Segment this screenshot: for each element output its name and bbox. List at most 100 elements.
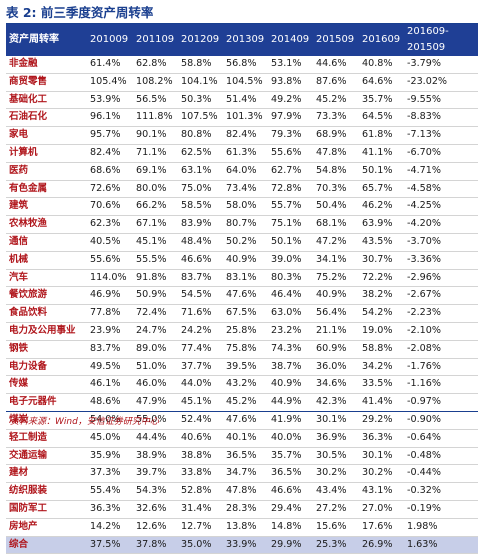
table-cell: 55.5% [136,251,181,270]
table-cell: 38.8% [181,447,226,466]
table-cell: 87.6% [316,73,362,92]
table-cell: 77.8% [90,304,136,323]
table-row: 国防军工 36.3% 32.6% 31.4% 28.3% 29.4% 27.2% 27.0% -… [6,500,478,519]
table-cell: 73.3% [316,108,362,128]
table-cell: 37.5% [90,536,136,554]
table-cell: 83.7% [181,269,226,288]
table-cell: 40.8% [362,56,407,74]
row-label: 纺织服装 [6,482,90,501]
row-label: 交通运输 [6,447,90,466]
table-cell: 80.8% [181,126,226,145]
table-row: 通信 40.5% 45.1% 48.4% 50.2% 50.1% 47.2% 43.5% -3.… [6,233,478,252]
table-cell: 23.9% [90,322,136,341]
table-cell: 104.5% [226,73,271,92]
table-cell: -1.76% [407,358,478,377]
table-cell: 33.5% [362,375,407,395]
table-row: 机械 55.6% 55.5% 46.6% 40.9% 39.0% 34.1% 30.7% -3.… [6,251,478,270]
table-cell: 83.7% [90,340,136,359]
table-row: 煤炭 54.0% 55.0% 52.4% 47.6% 41.9% 30.1% 29.2% -0.… [6,411,478,430]
row-label: 国防军工 [6,500,90,519]
table-cell: 30.1% [362,447,407,466]
table-cell: 36.5% [226,447,271,466]
document: 表 2: 前三季度资产周转率 资产周转率 201009 201109 20120… [6,5,478,554]
table-cell: -2.96% [407,269,478,288]
table-cell: 14.2% [90,518,136,537]
table-cell: 75.1% [271,215,316,234]
table-cell: -4.25% [407,197,478,217]
row-label: 计算机 [6,144,90,163]
asset-turnover-table: 资产周转率 201009 201109 201209 201309 201409… [6,24,478,554]
table-row: 计算机 82.4% 71.1% 62.5% 61.3% 55.6% 47.8% 41.1% -6… [6,144,478,163]
table-cell: 41.1% [362,144,407,163]
table-cell: 40.9% [316,286,362,306]
table-row: 建筑 70.6% 66.2% 58.5% 58.0% 55.7% 50.4% 46.2% -4.… [6,197,478,217]
table-cell: 36.3% [90,500,136,519]
table-cell: 62.5% [181,144,226,163]
table-cell: 33.8% [181,464,226,484]
table-cell: 58.8% [362,340,407,359]
table-cell: 37.8% [136,536,181,554]
table-cell: 26.9% [362,536,407,554]
table-cell: 45.1% [181,393,226,412]
column-header: 201009 [90,24,136,56]
row-label: 汽车 [6,269,90,288]
table-cell: 79.3% [271,126,316,145]
column-header: 201609 [362,24,407,56]
table-cell: 50.3% [181,91,226,110]
table-cell: 107.5% [181,108,226,128]
table-cell: 111.8% [136,108,181,128]
table-cell: 66.2% [136,197,181,217]
table-cell: 58.8% [181,56,226,74]
table-cell: 37.3% [90,464,136,484]
table-cell: 36.9% [316,429,362,448]
table-cell: -0.97% [407,393,478,412]
table-cell: 62.3% [90,215,136,234]
table-cell: 39.7% [136,464,181,484]
row-label: 建材 [6,464,90,484]
table-cell: 50.1% [271,233,316,252]
table-cell: 68.9% [316,126,362,145]
table-cell: 63.0% [271,304,316,323]
table-cell: 74.3% [271,340,316,359]
table-cell: 45.0% [90,429,136,448]
row-label: 商贸零售 [6,73,90,92]
table-cell: 40.0% [271,429,316,448]
row-label: 综合 [6,536,90,554]
table-cell: 40.5% [90,233,136,252]
table-cell: 56.4% [316,304,362,323]
table-cell: 68.6% [90,162,136,181]
table-cell: 62.7% [271,162,316,181]
table-title: 表 2: 前三季度资产周转率 [6,5,478,24]
table-cell: 61.3% [226,144,271,163]
table-cell: 55.6% [90,251,136,270]
table-cell: 35.7% [271,447,316,466]
table-cell: 49.5% [90,358,136,377]
row-label: 机械 [6,251,90,270]
table-cell: 44.0% [181,375,226,395]
table-cell: 101.3% [226,108,271,128]
table-cell: 67.1% [136,215,181,234]
table-cell: 46.6% [271,482,316,501]
table-cell: 82.4% [90,144,136,163]
table-cell: 47.9% [136,393,181,412]
table-cell: 54.3% [136,482,181,501]
table-cell: 44.4% [136,429,181,448]
table-row: 传媒 46.1% 46.0% 44.0% 43.2% 40.9% 34.6% 33.5% -1.… [6,375,478,395]
table-cell: 23.2% [271,322,316,341]
row-label: 餐饮旅游 [6,286,90,306]
table-cell: 54.0% [90,411,136,430]
table-row: 非金融 61.4% 62.8% 58.8% 56.8% 53.1% 44.6% 40.8% -3… [6,56,478,74]
table-cell: 54.8% [316,162,362,181]
table-row: 石油石化 96.1% 111.8% 107.5% 101.3% 97.9% 73.3% 64.… [6,108,478,128]
table-row: 餐饮旅游 46.9% 50.9% 54.5% 47.6% 46.4% 40.9% 38.2% -… [6,286,478,306]
table-cell: 27.0% [362,500,407,519]
table-cell: -9.55% [407,91,478,110]
table-cell: 38.7% [271,358,316,377]
table-cell: 27.2% [316,500,362,519]
row-label: 电子元器件 [6,393,90,412]
table-cell: 50.2% [226,233,271,252]
table-row: 电力设备 49.5% 51.0% 37.7% 39.5% 38.7% 36.0% 34.2% -… [6,358,478,377]
table-cell: 62.8% [136,56,181,74]
table-cell: 38.9% [136,447,181,466]
table-cell: 58.0% [226,197,271,217]
